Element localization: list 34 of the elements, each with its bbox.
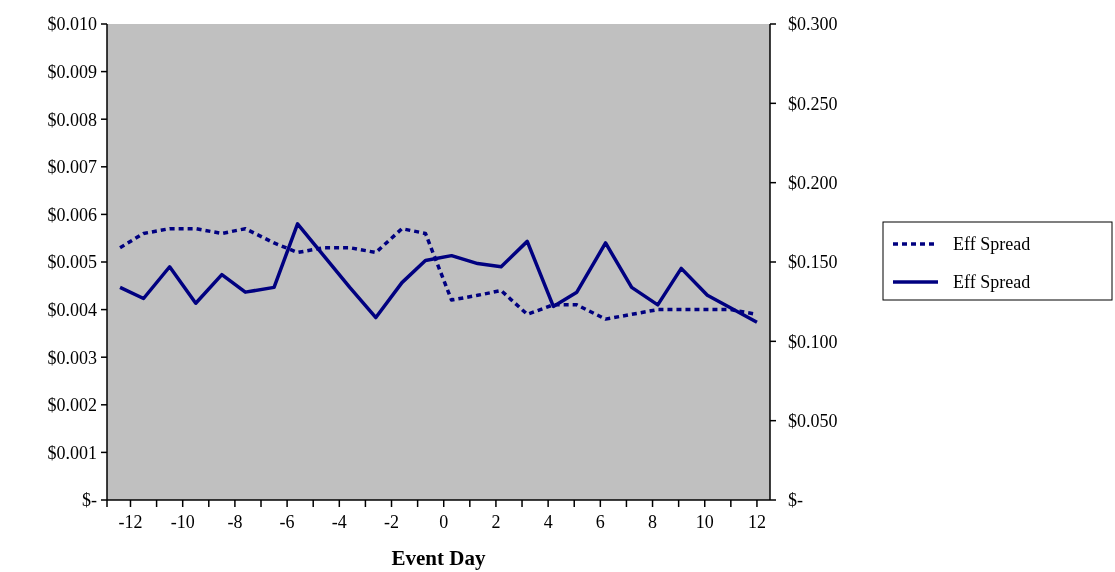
y2-tick-label: $0.200	[788, 172, 838, 193]
legend-label: Eff Spread	[953, 272, 1031, 293]
y-tick-label: $0.004	[47, 299, 97, 320]
y-tick-label: $0.001	[47, 442, 97, 463]
y-tick-label: $0.005	[47, 252, 97, 273]
x-tick-label: -2	[384, 512, 400, 532]
x-tick-label: 12	[747, 512, 766, 532]
y2-tick-label: $0.050	[788, 410, 838, 431]
x-tick-label: 0	[439, 512, 449, 532]
x-tick-label: -12	[118, 512, 143, 532]
y-tick-label: $0.007	[47, 157, 97, 178]
y-tick-label: $0.003	[47, 347, 97, 368]
x-tick-label: 2	[491, 512, 501, 532]
x-tick-label: 4	[543, 512, 553, 532]
y2-tick-label: $0.250	[788, 93, 838, 114]
y-tick-label: $0.008	[47, 109, 97, 130]
y2-tick-label: $0.150	[788, 252, 838, 273]
x-tick-label: 10	[695, 512, 714, 532]
x-axis-title: Event Day	[391, 546, 486, 570]
y-tick-label: $0.009	[47, 61, 97, 82]
y-tick-label: $-	[82, 490, 97, 511]
x-tick-label: -10	[170, 512, 195, 532]
y-tick-label: $0.010	[47, 14, 97, 35]
x-tick-label: -4	[331, 512, 347, 532]
x-tick-label: 6	[595, 512, 605, 532]
y-tick-label: $0.006	[47, 204, 97, 225]
x-tick-label: 8	[648, 512, 658, 532]
x-tick-label: -6	[279, 512, 295, 532]
legend-label: Eff Spread	[953, 234, 1031, 255]
x-tick-label: -8	[227, 512, 243, 532]
y2-tick-label: $0.300	[788, 14, 838, 35]
y-tick-label: $0.002	[47, 395, 97, 416]
y2-tick-label: $0.100	[788, 331, 838, 352]
y2-tick-label: $-	[788, 490, 803, 511]
